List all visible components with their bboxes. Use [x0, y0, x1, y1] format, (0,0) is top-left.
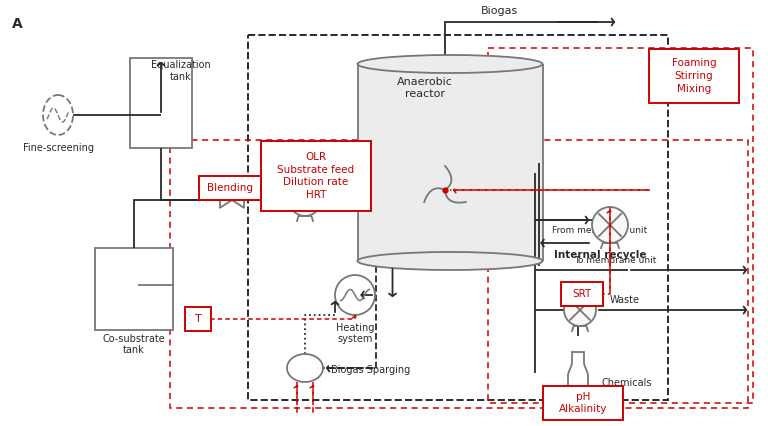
Text: tank: tank — [123, 345, 145, 355]
FancyBboxPatch shape — [185, 307, 211, 331]
Ellipse shape — [43, 95, 73, 135]
Text: Heating: Heating — [336, 323, 374, 333]
Text: From membrane unit: From membrane unit — [552, 226, 647, 235]
Text: Biogas: Biogas — [482, 6, 518, 16]
Bar — [95, 248, 173, 330]
Text: Anaerobic: Anaerobic — [397, 77, 453, 87]
Text: Chemicals: Chemicals — [602, 378, 653, 388]
Text: Foaming
Stirring
Mixing: Foaming Stirring Mixing — [672, 58, 717, 94]
Text: tank: tank — [170, 72, 192, 82]
Text: A: A — [12, 17, 23, 31]
Text: Fine-screening: Fine-screening — [22, 143, 94, 153]
Text: Biogas Sparging: Biogas Sparging — [331, 365, 410, 375]
Text: pH
Alkalinity: pH Alkalinity — [559, 391, 607, 414]
Text: system: system — [337, 334, 372, 344]
FancyBboxPatch shape — [561, 282, 603, 306]
Bar — [130, 58, 192, 148]
Text: Co-substrate: Co-substrate — [103, 334, 165, 344]
Bar — [357, 64, 542, 261]
Circle shape — [335, 275, 375, 315]
Text: To membrane unit: To membrane unit — [574, 256, 656, 265]
Text: Equalization: Equalization — [151, 60, 211, 70]
Text: Waste: Waste — [610, 295, 640, 305]
FancyBboxPatch shape — [199, 176, 261, 200]
Text: OLR
Substrate feed
Dilution rate
HRT: OLR Substrate feed Dilution rate HRT — [277, 152, 355, 200]
FancyBboxPatch shape — [261, 141, 371, 211]
Circle shape — [564, 294, 596, 326]
Text: Internal recycle: Internal recycle — [554, 250, 646, 260]
FancyBboxPatch shape — [543, 386, 623, 420]
Text: Blending: Blending — [207, 183, 253, 193]
Ellipse shape — [357, 55, 542, 73]
Text: reactor: reactor — [405, 89, 445, 99]
Text: T: T — [194, 314, 201, 324]
Circle shape — [289, 184, 321, 216]
Circle shape — [592, 207, 628, 243]
FancyBboxPatch shape — [649, 49, 739, 103]
Text: SRT: SRT — [572, 289, 591, 299]
Ellipse shape — [357, 252, 542, 270]
Ellipse shape — [287, 354, 323, 382]
